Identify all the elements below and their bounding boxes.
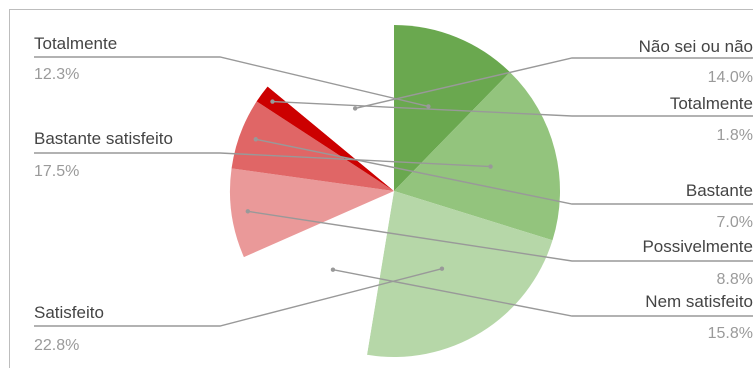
pie-slice [256, 86, 394, 191]
slice-label: Bastante [686, 181, 753, 200]
leader-line [332, 269, 753, 317]
slice-label: Possivelmente [642, 237, 753, 256]
slice-label: Totalmente [670, 94, 753, 113]
pie-slice [394, 25, 510, 191]
pie-slice [266, 25, 394, 191]
leader-dot [426, 104, 431, 109]
slice-value-label: 17.5% [34, 163, 79, 180]
slice-label: Totalmente [34, 34, 117, 53]
pie-slice [231, 101, 394, 191]
leader-line [272, 100, 753, 117]
leader-dot [352, 106, 358, 111]
pie-slices [229, 25, 560, 357]
slice-label: Satisfeito [34, 303, 104, 322]
slice-label: Nem satisfeito [645, 292, 753, 311]
slice-value-label: 7.0% [717, 214, 753, 231]
slice-value-label: 1.8% [717, 127, 753, 144]
slice-value-label: 22.8% [34, 337, 79, 354]
slice-value-label: 12.3% [34, 66, 79, 83]
leader-dot [270, 99, 275, 104]
leader-line [34, 56, 429, 108]
pie-slice [367, 191, 553, 357]
pie-slice [394, 72, 560, 241]
slice-value-label: 15.8% [708, 325, 753, 342]
slice-value-label: 14.0% [708, 69, 753, 86]
pie-slice [242, 191, 394, 355]
chart-border [9, 9, 753, 368]
leader-line [34, 268, 443, 327]
slice-label: Bastante satisfeito [34, 129, 173, 148]
slice-value-label: 8.8% [717, 271, 753, 288]
leader-line [354, 57, 753, 110]
leader-dot [330, 267, 336, 272]
leader-lines [34, 56, 753, 327]
pie-slice [229, 168, 394, 258]
leader-line [34, 152, 491, 168]
leader-line [255, 138, 753, 205]
leader-line [247, 210, 753, 262]
slice-label: Não sei ou não [639, 37, 753, 56]
slice-labels: Totalmente 12.3% Bastante satisfeito 17.5% S… [34, 34, 753, 354]
